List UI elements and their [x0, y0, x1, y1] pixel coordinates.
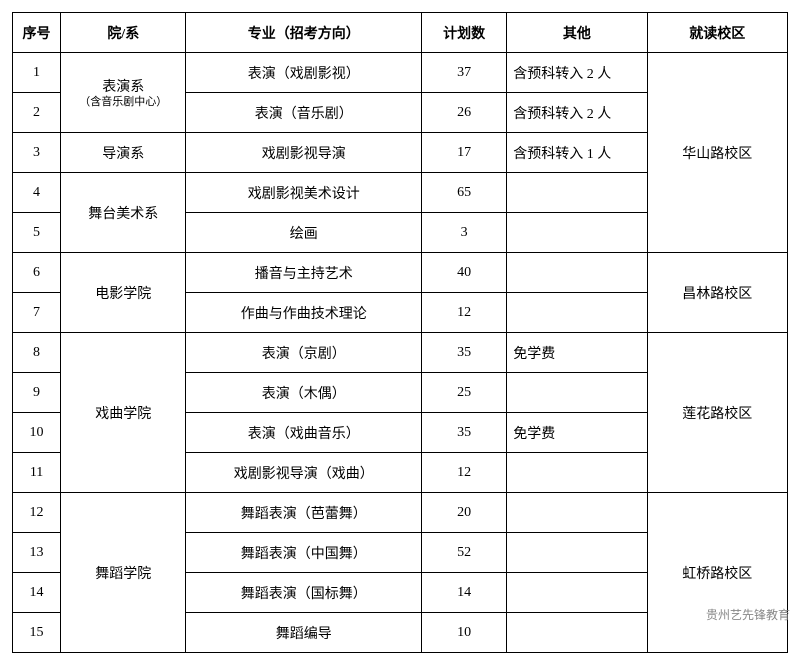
col-plan: 计划数	[422, 13, 507, 53]
table-header-row: 序号 院/系 专业（招考方向） 计划数 其他 就读校区	[13, 13, 788, 53]
cell-seq: 1	[13, 53, 61, 93]
cell-seq: 12	[13, 493, 61, 533]
cell-plan: 26	[422, 93, 507, 133]
cell-dept-film: 电影学院	[61, 253, 186, 333]
cell-other	[507, 533, 647, 573]
cell-major: 戏剧影视导演（戏曲）	[186, 453, 422, 493]
col-seq: 序号	[13, 13, 61, 53]
cell-major: 绘画	[186, 213, 422, 253]
dept-sublabel: （含音乐剧中心）	[63, 96, 183, 109]
cell-other	[507, 573, 647, 613]
cell-seq: 8	[13, 333, 61, 373]
dept-label: 表演系	[63, 76, 183, 96]
cell-plan: 37	[422, 53, 507, 93]
cell-plan: 40	[422, 253, 507, 293]
watermark-text: 贵州艺先锋教育	[706, 606, 790, 623]
cell-plan: 17	[422, 133, 507, 173]
cell-plan: 20	[422, 493, 507, 533]
cell-plan: 65	[422, 173, 507, 213]
cell-seq: 9	[13, 373, 61, 413]
col-major: 专业（招考方向）	[186, 13, 422, 53]
cell-major: 作曲与作曲技术理论	[186, 293, 422, 333]
cell-major: 舞蹈编导	[186, 613, 422, 653]
cell-major: 舞蹈表演（芭蕾舞）	[186, 493, 422, 533]
cell-other: 含预科转入 2 人	[507, 53, 647, 93]
cell-plan: 12	[422, 453, 507, 493]
col-dept: 院/系	[61, 13, 186, 53]
cell-other	[507, 253, 647, 293]
cell-dept-performance: 表演系 （含音乐剧中心）	[61, 53, 186, 133]
cell-plan: 35	[422, 333, 507, 373]
cell-plan: 52	[422, 533, 507, 573]
cell-other: 含预科转入 2 人	[507, 93, 647, 133]
cell-seq: 14	[13, 573, 61, 613]
cell-major: 戏剧影视导演	[186, 133, 422, 173]
cell-other	[507, 173, 647, 213]
col-campus: 就读校区	[647, 13, 787, 53]
cell-seq: 6	[13, 253, 61, 293]
cell-seq: 15	[13, 613, 61, 653]
cell-campus-hongqiao: 虹桥路校区	[647, 493, 787, 653]
cell-seq: 10	[13, 413, 61, 453]
cell-other: 免学费	[507, 333, 647, 373]
cell-other	[507, 613, 647, 653]
cell-major: 舞蹈表演（中国舞）	[186, 533, 422, 573]
cell-other	[507, 293, 647, 333]
cell-campus-changlin: 昌林路校区	[647, 253, 787, 333]
cell-major: 舞蹈表演（国标舞）	[186, 573, 422, 613]
cell-seq: 2	[13, 93, 61, 133]
admission-table: 序号 院/系 专业（招考方向） 计划数 其他 就读校区 1 表演系 （含音乐剧中…	[12, 12, 788, 653]
col-other: 其他	[507, 13, 647, 53]
cell-plan: 14	[422, 573, 507, 613]
cell-plan: 3	[422, 213, 507, 253]
cell-major: 播音与主持艺术	[186, 253, 422, 293]
cell-other: 免学费	[507, 413, 647, 453]
cell-major: 表演（木偶）	[186, 373, 422, 413]
cell-dept-directing: 导演系	[61, 133, 186, 173]
cell-other	[507, 373, 647, 413]
table-row: 12 舞蹈学院 舞蹈表演（芭蕾舞） 20 虹桥路校区	[13, 493, 788, 533]
cell-seq: 3	[13, 133, 61, 173]
cell-other	[507, 453, 647, 493]
cell-campus-lianhua: 莲花路校区	[647, 333, 787, 493]
cell-dept-stage-art: 舞台美术系	[61, 173, 186, 253]
cell-major: 戏剧影视美术设计	[186, 173, 422, 213]
cell-seq: 13	[13, 533, 61, 573]
cell-major: 表演（京剧）	[186, 333, 422, 373]
table-row: 6 电影学院 播音与主持艺术 40 昌林路校区	[13, 253, 788, 293]
cell-other	[507, 213, 647, 253]
cell-campus-huashan: 华山路校区	[647, 53, 787, 253]
cell-other: 含预科转入 1 人	[507, 133, 647, 173]
cell-seq: 7	[13, 293, 61, 333]
cell-seq: 11	[13, 453, 61, 493]
cell-dept-dance: 舞蹈学院	[61, 493, 186, 653]
cell-plan: 12	[422, 293, 507, 333]
cell-plan: 25	[422, 373, 507, 413]
cell-plan: 10	[422, 613, 507, 653]
cell-plan: 35	[422, 413, 507, 453]
cell-major: 表演（音乐剧）	[186, 93, 422, 133]
cell-seq: 5	[13, 213, 61, 253]
table-row: 1 表演系 （含音乐剧中心） 表演（戏剧影视） 37 含预科转入 2 人 华山路…	[13, 53, 788, 93]
cell-major: 表演（戏剧影视）	[186, 53, 422, 93]
cell-other	[507, 493, 647, 533]
cell-seq: 4	[13, 173, 61, 213]
cell-dept-opera: 戏曲学院	[61, 333, 186, 493]
cell-major: 表演（戏曲音乐）	[186, 413, 422, 453]
table-row: 8 戏曲学院 表演（京剧） 35 免学费 莲花路校区	[13, 333, 788, 373]
